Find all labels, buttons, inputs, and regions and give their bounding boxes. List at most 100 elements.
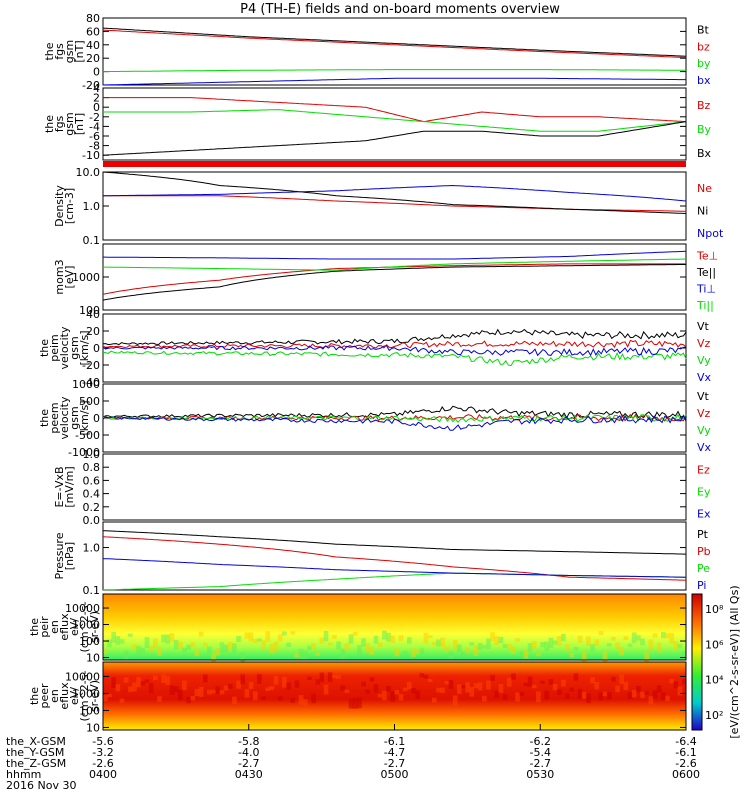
legend-label: Npot <box>697 227 724 240</box>
spectrogram-streak <box>531 684 537 689</box>
y-tick-label: 0 <box>93 412 100 425</box>
spectrogram-streak <box>656 642 662 653</box>
spectrogram-streak <box>536 691 541 703</box>
spectrogram-streak <box>369 646 375 655</box>
spectrogram-streak <box>182 647 187 653</box>
spectrogram-streak <box>556 635 562 646</box>
spectrogram-streak <box>398 694 404 701</box>
x-row-value: 0400 <box>89 768 117 781</box>
spectrogram-streak <box>602 691 608 697</box>
spectrogram-streak <box>556 689 562 695</box>
spectrogram-streak <box>186 644 191 650</box>
spectrogram-streak <box>186 696 191 704</box>
colorbar-tick-label: 10⁶ <box>705 638 724 651</box>
spectrogram-streak <box>681 651 687 659</box>
x-row-value: -5.4 <box>530 746 551 759</box>
spectrogram-streak <box>606 691 612 700</box>
spectrogram-streak <box>444 646 450 652</box>
spectrogram-streak <box>202 642 208 647</box>
legend-label: Pe <box>697 562 710 575</box>
spectrogram-streak <box>382 690 387 701</box>
spectrogram-streak <box>461 685 466 689</box>
spectrogram-streak <box>273 676 279 685</box>
spectrogram-streak <box>190 642 196 647</box>
x-row-value: 0430 <box>235 768 263 781</box>
spectrogram-streak <box>127 633 133 637</box>
spectrogram-streak <box>236 680 241 689</box>
spectrogram-streak <box>273 641 279 652</box>
series-line-Bx <box>102 121 687 156</box>
spectrogram-streak <box>286 642 291 647</box>
spectrogram-streak <box>406 637 412 644</box>
spectrogram-streak <box>565 693 570 699</box>
series-line-Vt <box>102 328 687 346</box>
spectrogram-streak <box>648 696 654 705</box>
spectrogram-streak <box>531 640 537 650</box>
y-tick-label: 1.0 <box>83 448 101 461</box>
spectrogram-streak <box>207 646 212 654</box>
y-axis-label-line: Pressure <box>53 532 66 579</box>
spectrogram-streak <box>152 638 158 648</box>
spectrogram-streak <box>465 682 470 693</box>
spectrogram-streak <box>327 672 333 682</box>
spectrogram-streak <box>223 685 229 691</box>
spectrogram-streak <box>627 692 633 699</box>
spectrogram-streak <box>144 637 150 648</box>
legend-label: Ez <box>697 463 710 476</box>
spectrogram-streak <box>311 643 316 650</box>
y-tick-label: 0 <box>93 101 100 114</box>
legend-label: Ex <box>697 507 711 520</box>
panel-frame <box>102 171 687 241</box>
spectrogram-streak <box>502 694 508 700</box>
spectrogram-streak <box>548 637 554 649</box>
spectrogram-streak <box>298 695 304 705</box>
legend-label: Te⊥ <box>696 250 718 263</box>
spectrogram-streak <box>452 695 458 706</box>
x-row-value: -5.6 <box>92 735 113 748</box>
colorbar-fill <box>691 593 703 731</box>
spectrogram-streak <box>290 698 296 703</box>
y-axis-label: E=-VxB[mV/m] <box>53 466 76 507</box>
y-axis-label-line: peim <box>48 334 61 362</box>
spectrogram-streak <box>581 652 587 663</box>
series-line-Vy <box>102 350 687 367</box>
spectrogram-streak <box>323 630 329 642</box>
spectrogram-streak <box>140 647 146 654</box>
spectrogram-streak <box>207 689 212 695</box>
series-line-by <box>103 69 687 73</box>
spectrogram-streak <box>232 643 237 653</box>
panel-efield: 0.00.20.40.60.81.0 E=-VxB[mV/m] Ez Ey Ex <box>53 448 711 527</box>
spectrogram-streak <box>365 643 371 653</box>
spectrogram-streak <box>111 631 116 643</box>
spectrogram-streak <box>332 634 337 639</box>
spectrogram-streak <box>361 681 366 687</box>
spectrogram-streak <box>169 633 175 642</box>
spectrogram-streak <box>340 648 346 660</box>
spectrogram-streak <box>202 674 208 683</box>
spectrogram-streak <box>486 680 491 690</box>
figure-title: P4 (TH-E) fields and on-board moments ov… <box>240 2 560 17</box>
panel-electron_velocity: -1000 -500 0 500 1000 thepeemvelocitygsm[km/s… <box>38 378 712 459</box>
spectrogram-streak <box>623 636 629 640</box>
y-axis-label-line: eV/ <box>68 687 81 705</box>
y-tick-label: 1000 <box>72 687 100 700</box>
panel-electron_energy_spectrum: 10100100010000thepeerenefluxeV/(cm^2-s-s… <box>28 661 687 734</box>
legend-label: Pi <box>697 579 706 592</box>
spectrogram-streak <box>411 648 416 657</box>
spectrogram-streak <box>540 642 545 648</box>
spectrogram-streak <box>340 685 346 691</box>
spectrogram-streak <box>390 635 395 643</box>
spectrogram-streak <box>240 674 246 685</box>
y-tick-label: -2 <box>89 111 100 124</box>
series-line-Vx <box>102 345 687 357</box>
spectrogram-streak <box>640 691 645 699</box>
spectrogram-streak <box>577 635 583 643</box>
panel-pressure: 0.1 1.0 Pressure[nPa] Pt Pb Pe Pi <box>53 521 711 597</box>
y-tick-label: -40 <box>82 376 100 389</box>
spectrogram-streak <box>631 689 637 698</box>
spectrogram-streak <box>523 649 529 659</box>
y-axis-label-line: velocity <box>58 396 71 439</box>
